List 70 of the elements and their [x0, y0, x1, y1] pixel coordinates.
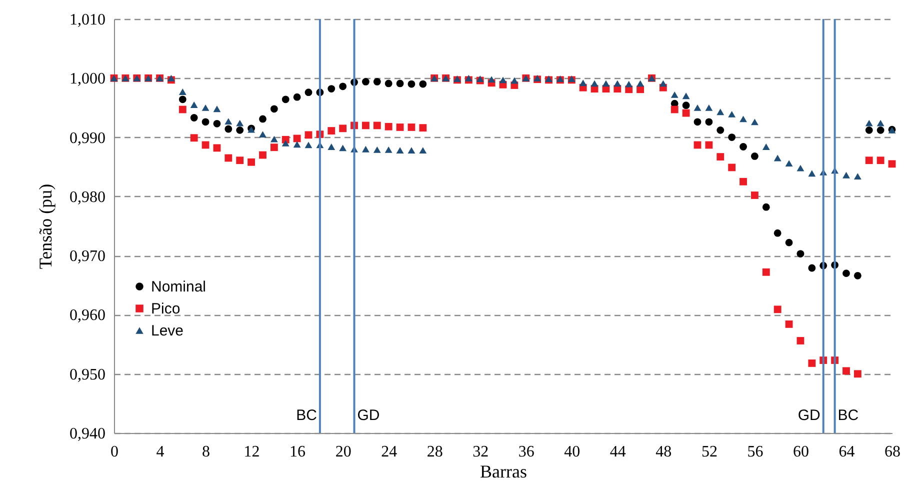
point — [774, 229, 782, 237]
point — [304, 88, 312, 96]
point — [762, 203, 770, 211]
x-tick-label: 8 — [202, 444, 210, 460]
legend-label: Pico — [151, 300, 180, 318]
point — [842, 270, 850, 278]
y-tick-label: 1,010 — [70, 12, 106, 28]
ref-line-label: GD — [798, 407, 821, 424]
point — [751, 152, 758, 160]
point — [396, 80, 404, 88]
legend-label: Leve — [151, 322, 184, 340]
point — [682, 102, 690, 110]
x-tick-label: 52 — [701, 444, 718, 460]
point — [178, 96, 186, 104]
x-tick-label: 12 — [244, 444, 260, 460]
x-tick-label: 20 — [335, 444, 352, 460]
x-tick-label: 68 — [884, 444, 900, 460]
y-tick-label: 0,940 — [70, 426, 106, 442]
point — [694, 118, 702, 126]
x-tick-label: 44 — [610, 444, 626, 460]
x-axis-title: Barras — [480, 462, 527, 482]
y-tick-label: 0,950 — [70, 366, 106, 384]
y-tick-label: 0,990 — [70, 130, 106, 147]
x-tick-label: 28 — [426, 444, 443, 460]
point — [384, 80, 392, 88]
point — [785, 238, 793, 246]
point — [362, 78, 370, 86]
point — [328, 85, 336, 92]
y-tick-label: 0,980 — [70, 188, 106, 206]
point — [282, 96, 290, 104]
x-tick-label: 4 — [156, 444, 164, 460]
point — [270, 105, 278, 113]
y-tick-label: 0,960 — [70, 307, 106, 324]
point — [213, 120, 221, 128]
point — [865, 126, 873, 134]
point — [740, 143, 747, 150]
x-tick-label: 36 — [518, 444, 534, 460]
point — [236, 126, 244, 134]
point — [876, 126, 884, 134]
y-tick-label: 1,000 — [70, 70, 106, 88]
x-tick-label: 0 — [110, 444, 118, 460]
x-tick-label: 32 — [472, 444, 489, 460]
legend-label: Nominal — [151, 278, 206, 296]
x-tick-label: 40 — [564, 444, 580, 460]
y-tick-label: 0,970 — [70, 248, 106, 266]
point — [419, 80, 427, 88]
point — [705, 118, 713, 126]
point — [728, 134, 736, 141]
point — [224, 125, 232, 133]
ref-line-label: GD — [357, 407, 380, 424]
x-tick-label: 16 — [290, 444, 306, 460]
point — [408, 80, 416, 88]
point — [808, 264, 816, 272]
x-tick-label: 64 — [838, 444, 855, 460]
x-tick-label: 60 — [792, 444, 809, 460]
ref-line-label: BC — [838, 407, 859, 424]
point — [339, 82, 347, 90]
x-tick-label: 48 — [656, 444, 672, 460]
point — [373, 78, 381, 86]
point — [259, 115, 266, 123]
x-tick-label: 24 — [381, 444, 398, 460]
point — [796, 250, 804, 258]
point — [190, 114, 198, 122]
x-tick-label: 56 — [747, 444, 764, 460]
point — [854, 272, 862, 280]
point — [202, 118, 210, 126]
ref-line-label: BC — [296, 407, 318, 424]
y-axis-title: Tensão (pu) — [36, 184, 56, 270]
point — [293, 93, 301, 101]
point — [716, 126, 724, 134]
